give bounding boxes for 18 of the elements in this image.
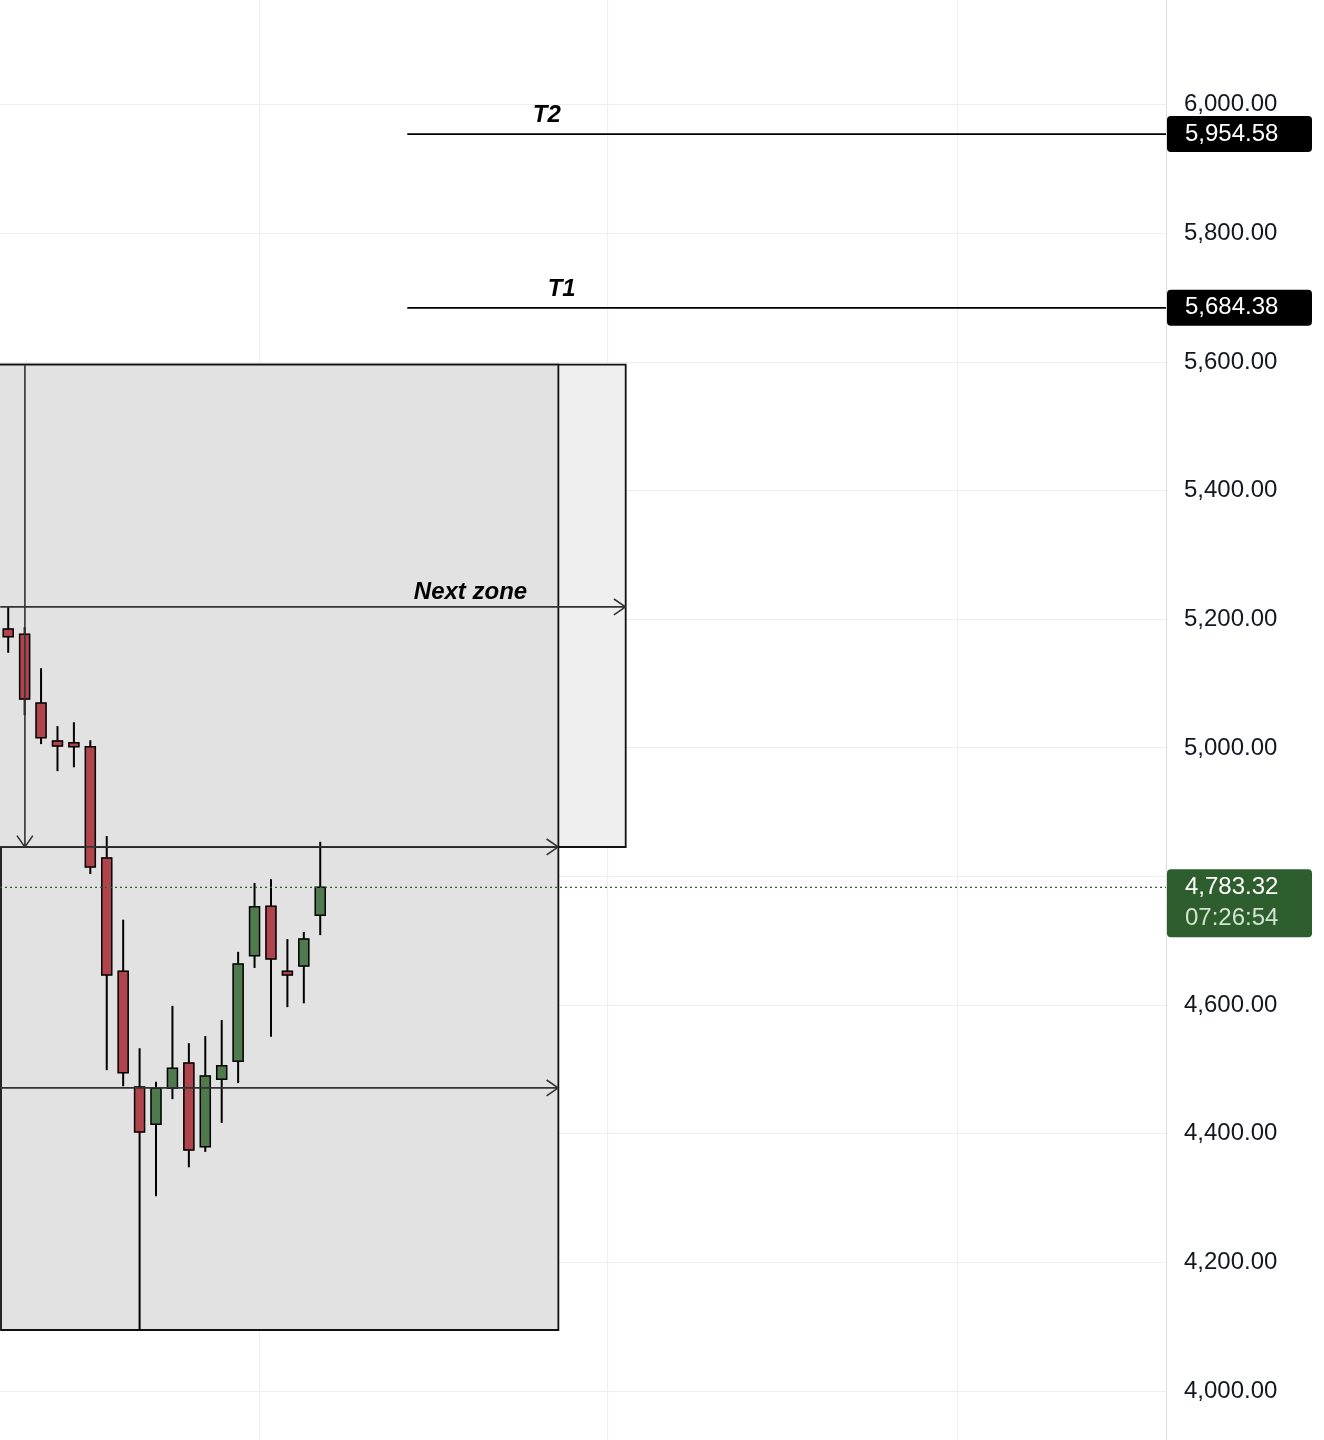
text: 4,783.32 (1185, 871, 1279, 899)
text: 07:26:54 (1185, 902, 1279, 930)
ref-line-label: T2 (532, 100, 562, 128)
text: 5,684.38 (1185, 292, 1279, 320)
y-tick-label: 5,800.00 (1184, 218, 1278, 246)
y-tick-label: 4,000.00 (1184, 1375, 1278, 1403)
y-tick-label: 5,000.00 (1184, 732, 1278, 760)
y-tick-label: 5,200.00 (1184, 603, 1278, 631)
candlestick (2, 606, 14, 654)
y-tick-label: 4,600.00 (1184, 989, 1278, 1017)
ref-line-label: T1 (547, 273, 576, 301)
y-tick-label: 5,600.00 (1184, 346, 1278, 374)
y-tick-label: 4,200.00 (1184, 1247, 1278, 1275)
y-tick-label: 4,400.00 (1184, 1118, 1278, 1146)
y-tick-label: 6,000.00 (1184, 89, 1278, 117)
text: 5,954.58 (1185, 118, 1279, 146)
annotation: Next zone (413, 577, 528, 604)
y-tick-label: 5,400.00 (1184, 475, 1278, 503)
